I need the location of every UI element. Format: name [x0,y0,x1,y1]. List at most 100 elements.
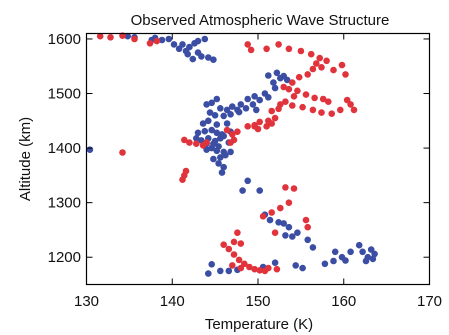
data-point [297,47,305,55]
data-point [194,37,202,45]
data-point [198,137,205,144]
data-point [193,135,200,142]
data-point [256,267,264,274]
data-point [371,250,378,258]
y-tick-label: 1300 [48,195,81,212]
data-point [201,127,209,135]
data-point [179,176,186,183]
data-point [330,257,337,265]
data-point [235,108,243,116]
data-point [263,123,270,130]
y-tick-label: 1500 [48,86,81,103]
x-tick-label: 140 [160,293,185,310]
data-point [256,96,264,104]
data-point [227,111,234,118]
data-point [337,106,344,114]
data-point [181,136,188,144]
data-point [321,260,329,268]
data-point [280,83,288,91]
series-1 [86,32,378,277]
x-tick-label: 150 [245,293,270,310]
data-point [119,149,126,156]
data-point [217,267,224,275]
x-tick-label: 160 [331,293,356,310]
data-point [201,35,209,43]
data-point [244,41,251,48]
data-point [304,236,312,244]
data-point [271,114,279,122]
data-point [213,95,221,103]
data-point [230,238,238,246]
data-point [316,54,324,62]
data-point [229,262,236,269]
data-point [273,265,281,273]
data-point [205,270,212,277]
data-point [282,98,289,105]
data-point [294,87,301,95]
data-point [242,105,250,112]
y-axis-label: Altitude (km) [17,117,34,201]
data-point [323,57,330,65]
data-point [302,216,310,224]
data-point [254,125,262,133]
data-point [309,106,317,114]
data-point [330,66,337,74]
data-point [222,151,229,159]
data-point [237,101,245,108]
data-point [350,106,358,114]
data-point [218,169,226,176]
data-point [249,101,257,108]
data-point [194,129,202,137]
data-point [193,140,200,147]
data-point [268,209,276,216]
data-point [153,37,161,45]
data-point [290,93,298,100]
data-point [210,56,217,63]
data-point [275,219,282,226]
data-point [342,71,349,78]
y-tick-label: 1400 [48,140,81,157]
data-point [223,120,231,127]
data-point [251,93,258,100]
data-point [208,261,215,268]
data-point [275,41,282,48]
data-point [247,46,255,54]
data-point [282,232,289,239]
data-point [208,126,215,134]
data-point [359,248,366,256]
data-point [362,257,370,265]
data-point [309,244,317,251]
data-point [299,264,306,272]
data-point [211,112,219,119]
data-point [220,241,227,248]
data-point [230,251,238,258]
data-point [229,103,236,110]
data-point [205,54,212,61]
data-point [203,139,210,146]
plot-area [86,32,378,277]
data-point [179,41,186,48]
data-point [347,101,354,108]
plot-frame [85,32,431,286]
data-point [263,45,270,53]
data-point [124,32,131,40]
data-point [347,248,354,256]
data-point [283,76,291,84]
data-point [325,98,332,105]
data-point [318,109,325,116]
x-axis: 130 140 150 160 170 [74,33,442,310]
data-point [282,184,289,191]
data-point [96,32,104,40]
data-point [158,36,166,44]
data-point [217,105,224,112]
data-point [170,41,178,48]
data-point [227,139,234,146]
data-point [86,146,94,153]
data-point [265,72,272,79]
data-point [252,106,260,114]
data-point [331,248,339,256]
data-point [220,163,227,171]
data-point [275,105,282,113]
y-tick-label: 1200 [48,249,81,266]
